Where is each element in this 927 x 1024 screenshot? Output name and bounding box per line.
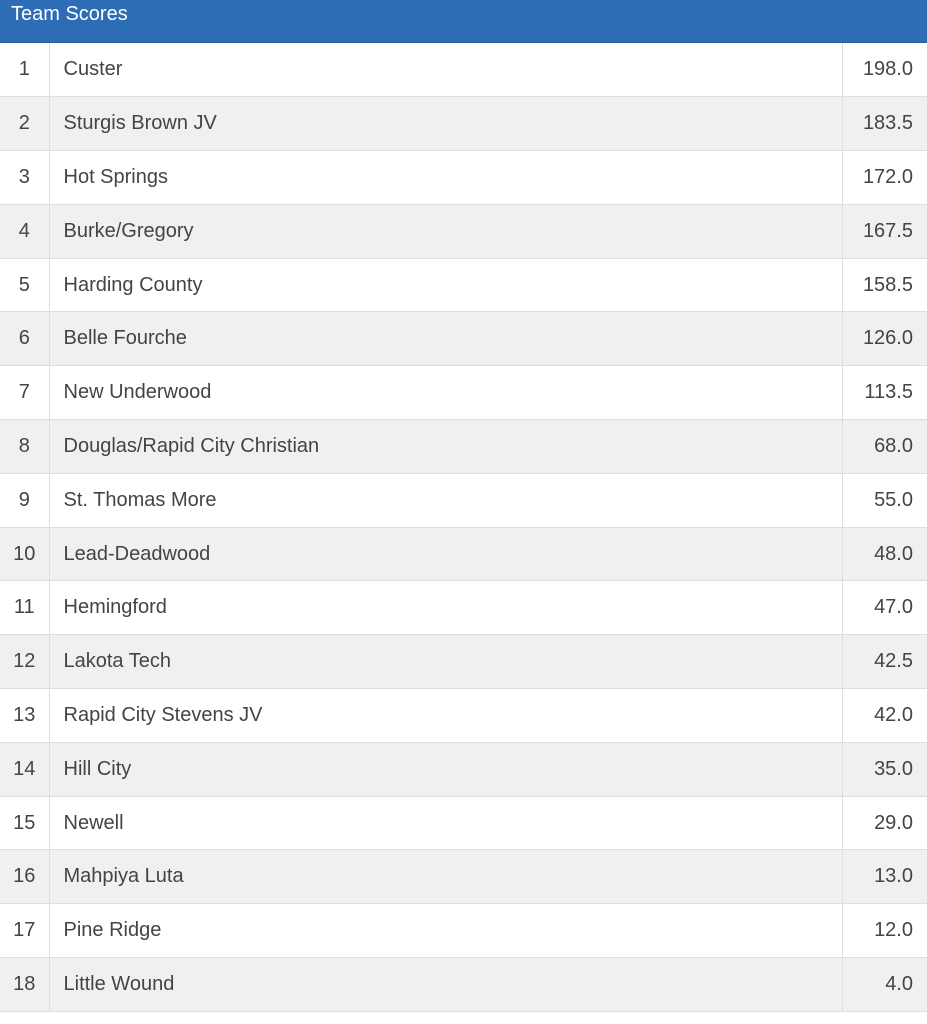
team-name-cell: St. Thomas More: [49, 473, 843, 528]
table-row: 1 Custer 198.0: [0, 43, 927, 98]
score-cell: 158.5: [842, 258, 927, 313]
team-name-cell: Custer: [49, 43, 843, 98]
team-name-cell: Little Wound: [49, 957, 843, 1012]
rank-cell: 3: [0, 150, 50, 205]
team-name-cell: Hot Springs: [49, 150, 843, 205]
score-cell: 47.0: [842, 580, 927, 636]
rank-cell: 8: [0, 419, 50, 474]
score-cell: 42.5: [842, 634, 927, 690]
table-row: 13 Rapid City Stevens JV 42.0: [0, 688, 927, 743]
rank-cell: 17: [0, 903, 50, 959]
team-name-cell: Hemingford: [49, 580, 843, 636]
team-name-cell: Lead-Deadwood: [49, 527, 843, 582]
score-cell: 198.0: [842, 43, 927, 98]
table-row: 7 New Underwood 113.5: [0, 365, 927, 421]
rank-cell: 14: [0, 742, 50, 797]
score-cell: 183.5: [842, 96, 927, 152]
team-name-cell: Lakota Tech: [49, 634, 843, 690]
team-name-cell: New Underwood: [49, 365, 843, 421]
team-scores-table: 1 Custer 198.0 2 Sturgis Brown JV 183.5 3 Hot S…: [0, 43, 927, 1012]
table-row: 16 Mahpiya Luta 13.0: [0, 849, 927, 905]
table-row: 14 Hill City 35.0: [0, 742, 927, 797]
score-cell: 35.0: [842, 742, 927, 797]
score-cell: 126.0: [842, 311, 927, 367]
team-name-cell: Hill City: [49, 742, 843, 797]
score-cell: 13.0: [842, 849, 927, 905]
rank-cell: 18: [0, 957, 50, 1012]
table-row: 12 Lakota Tech 42.5: [0, 634, 927, 690]
score-cell: 55.0: [842, 473, 927, 528]
table-row: 17 Pine Ridge 12.0: [0, 903, 927, 959]
team-name-cell: Mahpiya Luta: [49, 849, 843, 905]
rank-cell: 6: [0, 311, 50, 367]
rank-cell: 13: [0, 688, 50, 743]
table-row: 5 Harding County 158.5: [0, 258, 927, 313]
table-row: 6 Belle Fourche 126.0: [0, 311, 927, 367]
rank-cell: 16: [0, 849, 50, 905]
rank-cell: 4: [0, 204, 50, 259]
score-cell: 172.0: [842, 150, 927, 205]
table-row: 2 Sturgis Brown JV 183.5: [0, 96, 927, 152]
rank-cell: 11: [0, 580, 50, 636]
table-row: 8 Douglas/Rapid City Christian 68.0: [0, 419, 927, 474]
score-cell: 167.5: [842, 204, 927, 259]
rank-cell: 7: [0, 365, 50, 421]
team-name-cell: Harding County: [49, 258, 843, 313]
team-name-cell: Rapid City Stevens JV: [49, 688, 843, 743]
team-name-cell: Burke/Gregory: [49, 204, 843, 259]
table-row: 3 Hot Springs 172.0: [0, 150, 927, 205]
score-cell: 48.0: [842, 527, 927, 582]
team-name-cell: Douglas/Rapid City Christian: [49, 419, 843, 474]
score-cell: 4.0: [842, 957, 927, 1012]
table-row: 18 Little Wound 4.0: [0, 957, 927, 1012]
team-name-cell: Belle Fourche: [49, 311, 843, 367]
team-name-cell: Newell: [49, 796, 843, 851]
rank-cell: 2: [0, 96, 50, 152]
rank-cell: 1: [0, 43, 50, 98]
team-name-cell: Pine Ridge: [49, 903, 843, 959]
rank-cell: 12: [0, 634, 50, 690]
table-row: 10 Lead-Deadwood 48.0: [0, 527, 927, 582]
score-cell: 29.0: [842, 796, 927, 851]
score-cell: 12.0: [842, 903, 927, 959]
team-scores-header: Team Scores: [0, 0, 927, 43]
table-row: 4 Burke/Gregory 167.5: [0, 204, 927, 259]
score-cell: 68.0: [842, 419, 927, 474]
score-cell: 42.0: [842, 688, 927, 743]
table-row: 9 St. Thomas More 55.0: [0, 473, 927, 528]
score-cell: 113.5: [842, 365, 927, 421]
table-row: 11 Hemingford 47.0: [0, 580, 927, 636]
team-name-cell: Sturgis Brown JV: [49, 96, 843, 152]
rank-cell: 9: [0, 473, 50, 528]
table-row: 15 Newell 29.0: [0, 796, 927, 851]
rank-cell: 5: [0, 258, 50, 313]
rank-cell: 10: [0, 527, 50, 582]
rank-cell: 15: [0, 796, 50, 851]
